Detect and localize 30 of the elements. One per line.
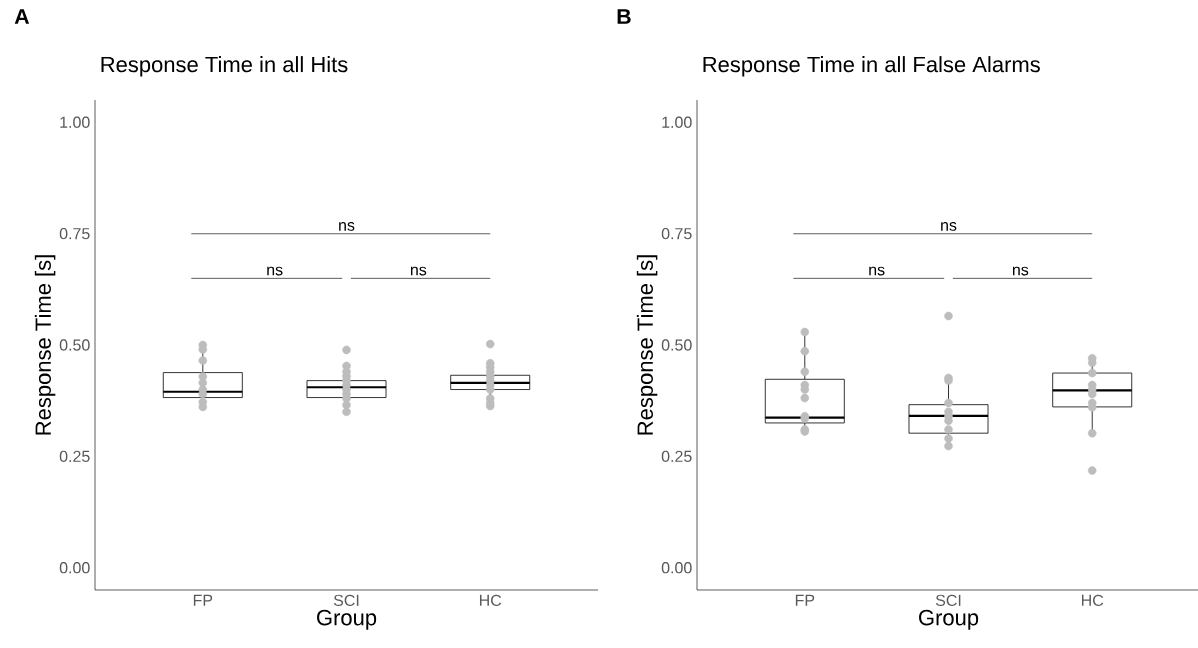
x-tick-label: HC [1081, 594, 1104, 607]
y-tick-label: 1.00 [60, 116, 90, 128]
x-tick-label: SCI [935, 594, 961, 607]
y-tick-label: 0.00 [661, 562, 692, 574]
y-tick-label: 0.50 [661, 339, 692, 351]
annotation: ns [869, 266, 885, 276]
text: A [14, 9, 30, 24]
chart-title: Response Time in all Hits [101, 56, 348, 77]
x-axis-title: Group [317, 609, 377, 630]
annotation: ns [1012, 266, 1029, 276]
annotation: ns [941, 222, 957, 231]
y-tick-label: 0.75 [661, 227, 692, 240]
x-tick-label: HC [479, 594, 502, 607]
annotation: ns [410, 266, 427, 276]
y-tick-label: 0.25 [59, 450, 90, 462]
y-axis-title: Response Time [s] [636, 255, 658, 435]
annotation: ns [267, 266, 283, 276]
x-axis-title: Group [919, 609, 979, 630]
y-axis-title: Response Time [s] [34, 255, 56, 435]
y-tick-label: 0.25 [661, 450, 692, 462]
annotation: ns [339, 222, 355, 231]
y-tick-label: 1.00 [662, 116, 692, 128]
chart-title: Response Time in all False Alarms [703, 56, 1040, 77]
x-tick-label: FP [193, 594, 213, 606]
x-tick-label: SCI [333, 594, 359, 607]
x-tick-label: FP [795, 594, 815, 606]
y-tick-label: 0.50 [59, 339, 90, 351]
y-tick-label: 0.75 [59, 227, 90, 240]
y-tick-label: 0.00 [59, 562, 90, 574]
text: B [617, 9, 631, 24]
